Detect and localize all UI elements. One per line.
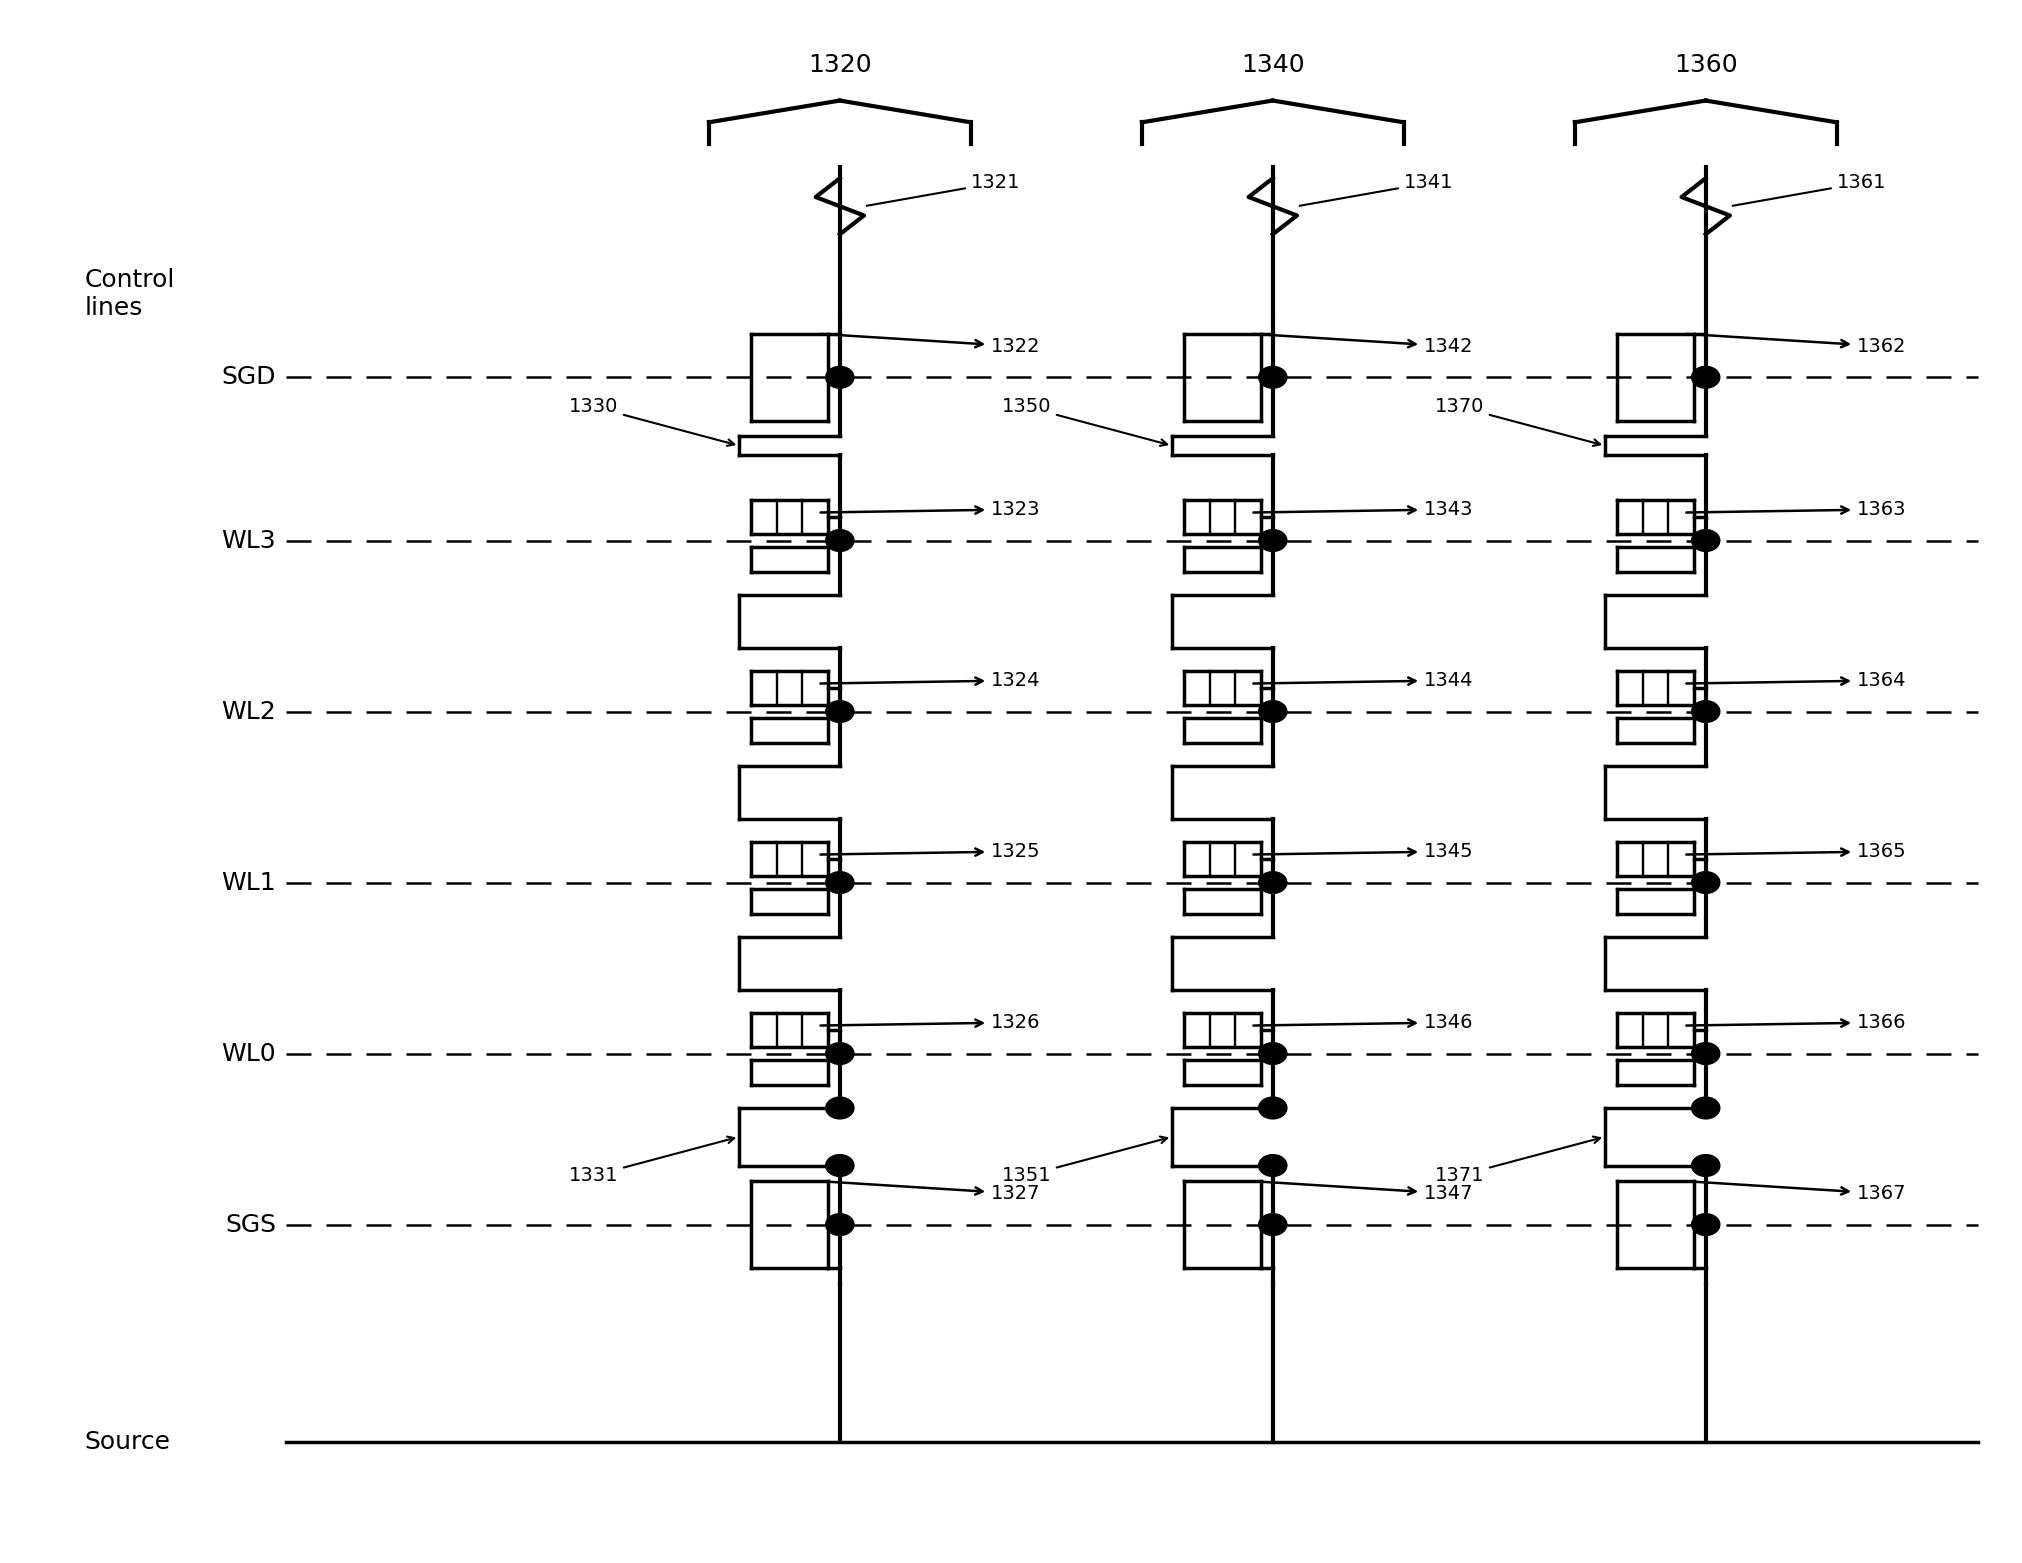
Circle shape (825, 700, 853, 722)
Circle shape (1692, 700, 1721, 722)
Text: 1351: 1351 (1001, 1136, 1167, 1185)
Circle shape (1258, 366, 1286, 388)
Text: 1364: 1364 (1686, 671, 1907, 689)
Text: 1362: 1362 (1686, 334, 1907, 356)
Text: 1342: 1342 (1254, 334, 1474, 356)
Text: WL2: WL2 (220, 700, 277, 724)
Circle shape (825, 530, 853, 552)
Circle shape (825, 872, 853, 894)
Circle shape (1692, 1043, 1721, 1064)
Text: 1363: 1363 (1686, 500, 1907, 519)
Text: 1350: 1350 (1001, 397, 1167, 445)
Text: 1320: 1320 (809, 53, 871, 77)
Text: 1325: 1325 (821, 842, 1041, 861)
Circle shape (825, 1097, 853, 1119)
Circle shape (1258, 1043, 1286, 1064)
Circle shape (1258, 1155, 1286, 1177)
Circle shape (1258, 872, 1286, 894)
Circle shape (1692, 1214, 1721, 1235)
Circle shape (825, 1214, 853, 1235)
Text: Source: Source (85, 1430, 170, 1454)
Text: WL3: WL3 (220, 528, 277, 553)
Circle shape (1258, 700, 1286, 722)
Text: 1367: 1367 (1686, 1182, 1907, 1204)
Text: 1344: 1344 (1254, 671, 1474, 689)
Circle shape (825, 1155, 853, 1177)
Text: 1327: 1327 (821, 1182, 1041, 1204)
Text: 1341: 1341 (1300, 173, 1454, 206)
Text: 1324: 1324 (821, 671, 1041, 689)
Text: 1366: 1366 (1686, 1013, 1907, 1032)
Text: 1346: 1346 (1254, 1013, 1474, 1032)
Circle shape (1258, 1214, 1286, 1235)
Circle shape (1258, 530, 1286, 552)
Text: 1330: 1330 (568, 397, 734, 445)
Text: 1340: 1340 (1242, 53, 1304, 77)
Text: 1370: 1370 (1436, 397, 1599, 445)
Text: 1360: 1360 (1674, 53, 1737, 77)
Text: 1347: 1347 (1254, 1182, 1474, 1204)
Circle shape (1692, 366, 1721, 388)
Circle shape (825, 1043, 853, 1064)
Text: 1331: 1331 (568, 1136, 734, 1185)
Text: 1343: 1343 (1254, 500, 1474, 519)
Circle shape (1258, 1097, 1286, 1119)
Circle shape (1692, 872, 1721, 894)
Circle shape (1692, 530, 1721, 552)
Text: WL0: WL0 (220, 1041, 277, 1066)
Text: 1361: 1361 (1733, 173, 1887, 206)
Text: 1321: 1321 (867, 173, 1021, 206)
Text: 1322: 1322 (821, 334, 1041, 356)
Circle shape (825, 366, 853, 388)
Circle shape (1692, 1097, 1721, 1119)
Text: 1326: 1326 (821, 1013, 1041, 1032)
Text: Control
lines: Control lines (85, 269, 176, 320)
Text: SGS: SGS (224, 1213, 277, 1236)
Text: 1345: 1345 (1254, 842, 1474, 861)
Text: 1371: 1371 (1436, 1136, 1599, 1185)
Text: WL1: WL1 (220, 871, 277, 894)
Circle shape (1692, 1155, 1721, 1177)
Text: 1323: 1323 (821, 500, 1041, 519)
Text: 1365: 1365 (1686, 842, 1907, 861)
Text: SGD: SGD (222, 366, 277, 389)
